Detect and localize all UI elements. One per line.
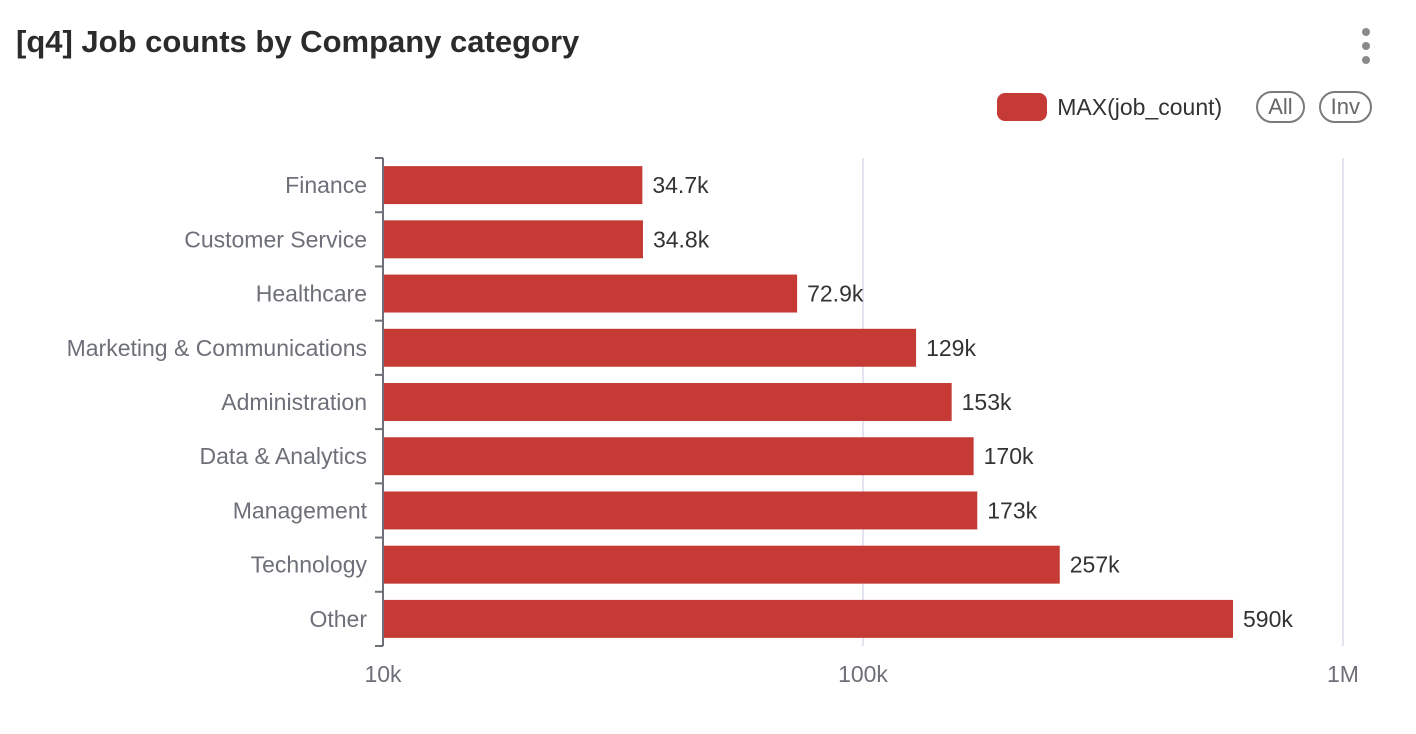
data-label: 34.7k (652, 172, 709, 198)
bar (384, 166, 643, 205)
data-label: 173k (987, 497, 1037, 523)
category-label: Finance (285, 172, 367, 198)
legend-invert-button[interactable]: Inv (1318, 91, 1372, 123)
data-label: 170k (984, 443, 1034, 469)
menu-dot (1362, 56, 1370, 64)
bar (384, 328, 917, 367)
bar (384, 491, 978, 530)
legend-select-all-button[interactable]: All (1256, 91, 1305, 123)
more-vertical-icon[interactable] (1352, 26, 1380, 66)
data-label: 590k (1243, 606, 1293, 632)
menu-dot (1362, 42, 1370, 50)
bar (384, 220, 643, 259)
category-label: Administration (221, 389, 367, 415)
bar (384, 437, 974, 476)
category-label: Management (233, 497, 368, 523)
category-label: Data & Analytics (200, 443, 367, 469)
bar (384, 274, 798, 313)
data-label: 153k (962, 389, 1012, 415)
data-label: 34.8k (653, 226, 710, 252)
x-tick-label: 1M (1327, 661, 1359, 687)
labels-layer: 10k 100k 1M Finance 34.7k Customer Service 34.… (67, 172, 1359, 687)
x-tick-label: 100k (838, 661, 888, 687)
legend-series-label[interactable]: MAX(job_count) (1057, 93, 1223, 120)
panel-title: [q4] Job counts by Company category (16, 24, 580, 59)
category-label: Other (309, 606, 367, 632)
bar (384, 383, 952, 421)
legend: MAX(job_count) All Inv (997, 89, 1372, 125)
data-label: 72.9k (807, 281, 864, 307)
menu-dot (1362, 28, 1370, 36)
legend-swatch[interactable] (997, 93, 1048, 121)
category-label: Technology (251, 552, 368, 578)
category-label: Marketing & Communications (67, 335, 367, 361)
category-label: Healthcare (256, 281, 367, 307)
x-tick-label: 10k (364, 661, 402, 687)
category-label: Customer Service (184, 226, 367, 252)
data-label: 129k (926, 335, 976, 361)
data-label: 257k (1070, 552, 1120, 578)
bars-layer (384, 166, 1234, 638)
bar (384, 599, 1234, 638)
axis-layer (375, 157, 384, 647)
bar (384, 545, 1060, 584)
